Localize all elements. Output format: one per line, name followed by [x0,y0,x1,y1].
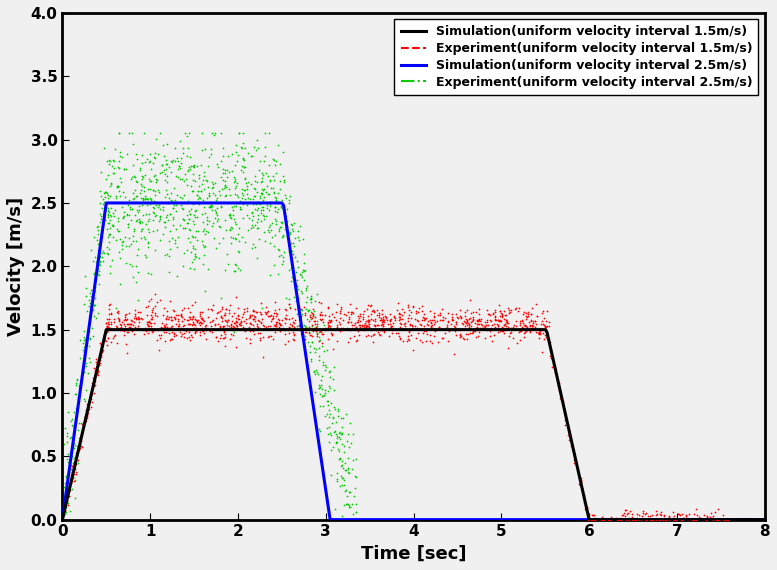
Y-axis label: Velocity [m/s]: Velocity [m/s] [7,197,25,336]
Legend: Simulation(uniform velocity interval 1.5m/s), Experiment(uniform velocity interv: Simulation(uniform velocity interval 1.5… [395,19,758,95]
X-axis label: Time [sec]: Time [sec] [361,545,466,563]
